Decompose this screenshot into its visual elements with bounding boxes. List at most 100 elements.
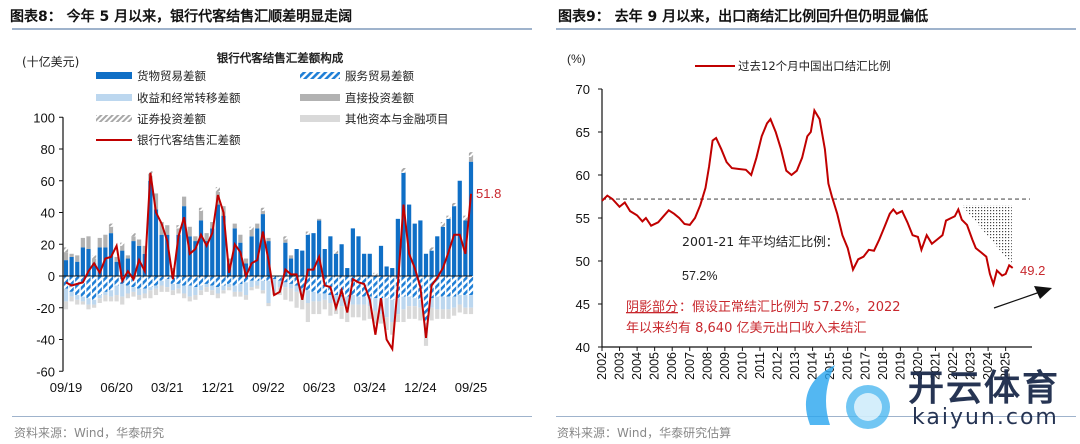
bar-services bbox=[457, 276, 462, 296]
right-last-value-label: 49.2 bbox=[1020, 263, 1045, 278]
bar-services bbox=[187, 276, 192, 286]
bar-services bbox=[103, 276, 108, 292]
bar-services bbox=[221, 276, 226, 286]
bar-fdi bbox=[193, 236, 198, 242]
bar-income bbox=[210, 285, 215, 291]
bar-goods bbox=[328, 236, 333, 276]
bar-income bbox=[384, 298, 389, 318]
bar-other bbox=[294, 291, 299, 308]
bar-other bbox=[148, 290, 153, 299]
legend-swatch-goods bbox=[96, 72, 132, 79]
bar-services bbox=[435, 276, 440, 297]
bar-securities bbox=[305, 231, 310, 235]
bar-other bbox=[165, 287, 170, 292]
bar-goods bbox=[114, 261, 119, 276]
bar-fdi bbox=[283, 239, 288, 243]
bar-income bbox=[356, 296, 361, 305]
bar-services bbox=[277, 276, 282, 281]
bar-fdi bbox=[92, 258, 97, 264]
bar-goods bbox=[356, 236, 361, 276]
bar-income bbox=[103, 291, 108, 296]
bar-other bbox=[440, 309, 445, 319]
bar-securities bbox=[131, 233, 136, 237]
bar-securities bbox=[429, 247, 434, 251]
bar-goods bbox=[345, 268, 350, 276]
bar-securities bbox=[333, 250, 339, 254]
right-y-tick-label: 60 bbox=[576, 168, 590, 183]
watermark-logo: 开云体育 kaiyun.com bbox=[790, 355, 1080, 435]
bar-income bbox=[243, 282, 249, 296]
right-x-tick-label: 2009 bbox=[718, 352, 732, 380]
bar-services bbox=[300, 276, 305, 289]
bar-other bbox=[288, 288, 294, 302]
bar-goods bbox=[305, 234, 310, 276]
left-y-tick-label: -20 bbox=[36, 301, 55, 316]
bar-other bbox=[249, 287, 254, 291]
bar-fdi bbox=[238, 234, 243, 243]
bar-other bbox=[176, 288, 181, 294]
bar-goods bbox=[435, 236, 440, 276]
bar-other bbox=[305, 302, 310, 323]
bar-goods bbox=[384, 266, 389, 276]
bar-services bbox=[80, 276, 85, 297]
bar-other bbox=[412, 306, 417, 319]
bar-services bbox=[249, 276, 254, 281]
bar-goods bbox=[198, 220, 204, 276]
bar-services bbox=[384, 276, 389, 299]
bar-goods bbox=[131, 241, 136, 276]
bar-other bbox=[215, 293, 220, 299]
bar-securities bbox=[120, 242, 125, 246]
bar-services bbox=[452, 276, 457, 297]
bar-goods bbox=[317, 220, 322, 276]
bar-services bbox=[176, 276, 181, 284]
bar-other bbox=[80, 301, 85, 305]
bar-goods bbox=[407, 204, 412, 276]
right-x-tick-label: 2024 bbox=[981, 352, 995, 380]
bar-fdi bbox=[86, 236, 91, 250]
bar-services bbox=[345, 276, 350, 297]
bar-other bbox=[463, 307, 468, 315]
bar-goods bbox=[153, 209, 159, 276]
watermark-en: kaiyun.com bbox=[912, 405, 1059, 430]
bar-income bbox=[272, 279, 277, 292]
bar-goods bbox=[452, 206, 457, 276]
bar-goods bbox=[390, 268, 395, 276]
bar-goods bbox=[125, 258, 130, 276]
bar-other bbox=[137, 295, 142, 300]
left-bars bbox=[63, 152, 474, 346]
bar-fdi bbox=[468, 156, 474, 162]
left-legend: 货物贸易差额 服务贸易差额 收益和经常转移差额 直接投资差额 证券投资差额 其他… bbox=[96, 69, 449, 147]
bar-income bbox=[266, 280, 271, 303]
bar-securities bbox=[446, 215, 451, 219]
left-x-tick-label: 09/25 bbox=[455, 380, 488, 395]
bar-other bbox=[103, 295, 108, 302]
arrow-icon bbox=[993, 286, 1052, 309]
bar-income bbox=[395, 298, 400, 315]
bar-fdi bbox=[232, 223, 237, 229]
bar-services bbox=[114, 276, 119, 286]
bar-fdi bbox=[80, 237, 85, 248]
bar-goods bbox=[182, 206, 187, 276]
bar-goods bbox=[80, 247, 85, 276]
left-y-unit: (十亿美元) bbox=[22, 54, 79, 69]
bar-income bbox=[339, 296, 344, 307]
bar-other bbox=[378, 314, 384, 324]
bar-income bbox=[198, 285, 204, 291]
bar-services bbox=[215, 276, 220, 288]
bar-services bbox=[137, 276, 142, 289]
right-x-tick-label: 2010 bbox=[735, 352, 749, 380]
right-x-tick-label: 2006 bbox=[665, 352, 679, 380]
right-y-tick-label: 40 bbox=[576, 340, 590, 355]
bar-other bbox=[198, 290, 204, 296]
bar-other bbox=[384, 317, 389, 330]
left-x-tick-label: 06/23 bbox=[303, 380, 336, 395]
bar-other bbox=[187, 296, 192, 302]
right-x-tick-label: 2007 bbox=[683, 352, 697, 380]
bar-goods bbox=[294, 249, 299, 276]
left-y-tick-label: 0 bbox=[48, 269, 55, 284]
bar-income bbox=[311, 291, 316, 302]
bar-income bbox=[238, 283, 243, 292]
right-x-tick-label: 2005 bbox=[648, 352, 662, 380]
left-source-note: 资料来源：Wind，华泰研究 bbox=[14, 426, 165, 440]
bar-other bbox=[227, 287, 232, 291]
